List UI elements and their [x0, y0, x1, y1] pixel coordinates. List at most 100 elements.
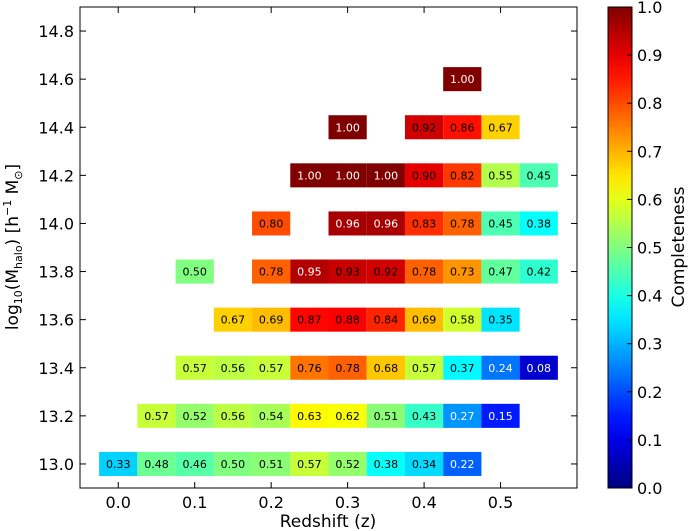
heatmap-cell: [519, 163, 558, 188]
heatmap-cell: [366, 307, 405, 332]
heatmap-cell: [404, 163, 444, 188]
heatmap-cell: [328, 211, 367, 236]
heatmap-cell: [366, 403, 405, 428]
y-label-sub-halo: halo: [12, 245, 25, 269]
heatmap-cell: [366, 163, 405, 188]
cell-value-label: 0.82: [450, 169, 475, 182]
heatmap-cell: [404, 115, 444, 140]
y-tick-label: 13.2: [38, 407, 74, 426]
cell-value-label: 1.00: [374, 169, 399, 182]
colorbar-tick-label: 0.7: [637, 142, 662, 161]
cell-value-label: 0.69: [412, 314, 437, 327]
cell-value-label: 0.51: [259, 458, 284, 471]
heatmap-cell: [481, 403, 520, 428]
cell-value-label: 0.57: [182, 362, 207, 375]
heatmap-cell: [328, 163, 367, 188]
cell-value-label: 0.08: [527, 362, 552, 375]
y-tick-label: 14.4: [38, 118, 74, 137]
colorbar-tick-label: 0.3: [637, 335, 662, 354]
cell-value-label: 0.15: [488, 410, 513, 423]
heatmap-cell: [481, 355, 520, 380]
heatmap-cell: [404, 307, 444, 332]
plot-frame: [79, 6, 578, 489]
colorbar-tick-label: 1.0: [637, 0, 662, 17]
cell-value-label: 0.92: [412, 121, 437, 134]
cell-value-label: 0.80: [259, 217, 284, 230]
cell-value-label: 0.86: [450, 121, 475, 134]
heatmap-cell: [404, 403, 444, 428]
heatmap-cell: [328, 403, 367, 428]
y-label-sun: ⊙: [12, 170, 25, 179]
cell-value-label: 0.83: [412, 217, 437, 230]
colorbar-label: Completeness: [669, 186, 689, 307]
heatmap-cell: [99, 451, 138, 476]
cell-value-label: 0.62: [335, 410, 360, 423]
y-tick-label: 14.6: [38, 70, 74, 89]
cell-value-label: 0.55: [488, 169, 513, 182]
heatmap-cell: [443, 163, 482, 188]
y-label-sup: −1: [1, 200, 14, 216]
x-tick-label: 0.4: [411, 493, 436, 512]
colorbar-tick-label: 0.2: [637, 383, 662, 402]
cell-value-label: 0.73: [450, 266, 475, 279]
heatmap-cell: [252, 403, 291, 428]
cell-value-label: 0.47: [488, 266, 513, 279]
heatmap-cell: [519, 211, 558, 236]
cell-value-label: 0.63: [297, 410, 322, 423]
cell-value-label: 0.33: [106, 458, 131, 471]
heatmap-cell: [290, 163, 329, 188]
cell-value-label: 0.45: [527, 169, 552, 182]
cell-value-label: 0.96: [374, 217, 399, 230]
heatmap-cell: [290, 307, 329, 332]
heatmap-cell: [481, 259, 520, 284]
cell-value-label: 1.00: [297, 169, 322, 182]
cell-value-label: 0.57: [259, 362, 284, 375]
heatmap-cell: [404, 451, 444, 476]
heatmap-cell: [481, 211, 520, 236]
y-label-close: ]: [3, 164, 23, 171]
y-tick-label: 13.0: [38, 455, 74, 474]
y-label-sub10: 10: [12, 290, 25, 304]
cell-value-label: 0.58: [450, 314, 475, 327]
y-axis-label: log10(Mhalo) [h−1 M⊙]: [1, 164, 25, 330]
cell-value-label: 0.67: [488, 121, 513, 134]
cell-value-label: 0.57: [297, 458, 322, 471]
cell-value-label: 0.56: [221, 362, 246, 375]
cell-value-label: 0.93: [335, 266, 360, 279]
heatmap-cell: [175, 355, 214, 380]
cell-value-label: 0.54: [259, 410, 284, 423]
heatmap-cell: [328, 115, 367, 140]
y-label-mid2: M: [3, 180, 23, 200]
cell-value-label: 0.88: [335, 314, 360, 327]
cell-value-label: 0.46: [182, 458, 207, 471]
heatmap-cell: [366, 211, 405, 236]
heatmap-cells: 0.33 0.48 0.46 0.50 0.51 0.57 0.52 0.38 0.34 0.22…: [99, 67, 558, 476]
cell-value-label: 0.50: [182, 266, 207, 279]
heatmap-cell: [252, 211, 291, 236]
heatmap-cell: [443, 355, 482, 380]
heatmap-cell: [290, 451, 329, 476]
colorbar-ticks: 0.0 0.1 0.2 0.3 0.4 0.5 0.6 0.7 0.8 0.9 1.0: [627, 0, 662, 498]
heatmap-cell: [404, 211, 444, 236]
colorbar-tick-label: 0.4: [637, 287, 662, 306]
cell-value-label: 0.52: [335, 458, 360, 471]
cell-value-label: 0.34: [412, 458, 437, 471]
cell-value-label: 0.84: [374, 314, 399, 327]
heatmap-cell: [443, 451, 482, 476]
colorbar-tick-label: 0.1: [637, 431, 662, 450]
heatmap-cell: [366, 259, 405, 284]
cell-value-label: 0.38: [527, 217, 552, 230]
y-axis: 13.0 13.2 13.4 13.6 13.8 14.0 14.2 14.4 14.6 14.8: [38, 22, 577, 474]
cell-value-label: 0.51: [374, 410, 399, 423]
cell-value-label: 0.67: [221, 314, 246, 327]
y-tick-label: 14.8: [38, 22, 74, 41]
x-axis: 0.0 0.1 0.2 0.3 0.4 0.5: [106, 7, 513, 512]
cell-value-label: 0.78: [259, 266, 284, 279]
heatmap-cell: [175, 451, 214, 476]
heatmap-cell: [366, 451, 405, 476]
cell-value-label: 0.76: [297, 362, 322, 375]
y-tick-label: 14.0: [38, 214, 74, 233]
x-tick-label: 0.5: [488, 493, 513, 512]
cell-value-label: 0.35: [488, 314, 513, 327]
